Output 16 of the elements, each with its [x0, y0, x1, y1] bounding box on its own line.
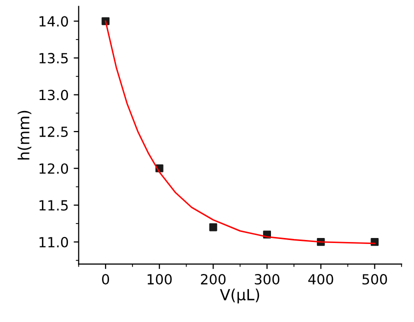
- y-tick-label: 12.5: [40, 126, 68, 138]
- x-tick-label: 0: [102, 274, 110, 285]
- y-tick-label: 14.0: [40, 16, 68, 27]
- y-tick-label: 13.0: [40, 90, 68, 100]
- x-tick-label: 400: [308, 274, 334, 285]
- y-tick-label: 12.0: [40, 163, 68, 174]
- x-tick-label: 100: [148, 274, 172, 285]
- y-tick-label: 11.5: [40, 200, 68, 211]
- y-tick-label: 13.5: [40, 52, 68, 64]
- y-axis-title: h(mm): [18, 110, 32, 160]
- y-tick-label: 11.0: [40, 236, 68, 248]
- x-tick-label: 500: [362, 274, 387, 285]
- x-axis-title: V(μL): [220, 288, 260, 304]
- x-tick-label: 200: [200, 274, 226, 285]
- x-tick-label: 300: [254, 274, 280, 285]
- point: [209, 223, 218, 232]
